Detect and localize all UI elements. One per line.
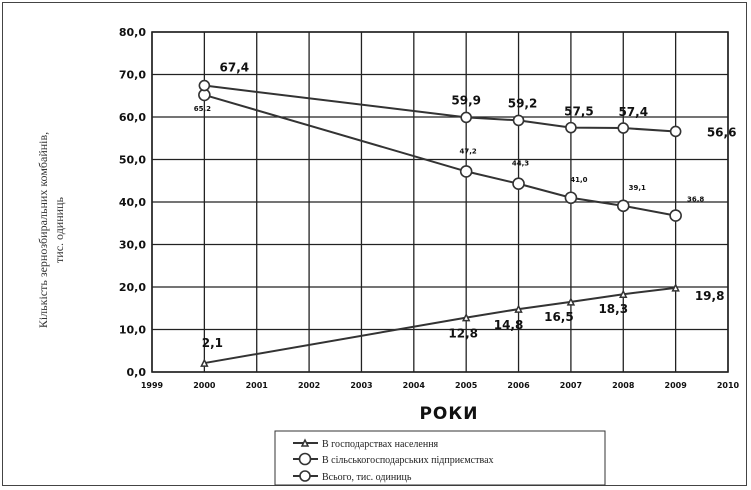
- plot-border: [151, 31, 729, 373]
- legend-label-2: В сільськогосподарських підприємствах: [322, 455, 494, 466]
- series-3-point: [198, 79, 211, 92]
- legend-label-1: В господарствах населення: [322, 439, 439, 450]
- tick-labels: 0,0 10,0 20,0 30,0 40,0 50,0 60,0 70,0 80,0 1999 2…: [119, 26, 740, 390]
- x-tick-label: 2000: [193, 381, 216, 390]
- data-label: 12,8: [448, 327, 478, 341]
- data-label: 41,0: [570, 176, 587, 184]
- data-label: 65,2: [194, 105, 211, 113]
- series-line-2: [204, 93, 676, 217]
- x-tick-label: 2002: [298, 381, 320, 390]
- data-label: 19,8: [695, 289, 725, 303]
- series-1-point: [200, 358, 209, 367]
- series-3-point: [460, 111, 472, 124]
- data-label: 14,8: [494, 318, 524, 332]
- series-1-point: [566, 297, 576, 306]
- series-3-point: [669, 125, 682, 138]
- legend-marker-1: [300, 438, 310, 447]
- y-tick-label: 20,0: [119, 281, 146, 294]
- x-tick-label: 2005: [455, 381, 478, 390]
- data-label: 67,4: [220, 61, 250, 75]
- series-2-point: [669, 209, 682, 222]
- series-line-3: [204, 84, 676, 133]
- data-label: 47,2: [460, 147, 477, 155]
- data-label: 59,9: [451, 93, 481, 107]
- grid: [151, 31, 729, 373]
- y-tick-label: 60,0: [119, 111, 146, 124]
- y-tick-label: 50,0: [119, 154, 146, 167]
- x-tick-label: 2004: [403, 381, 426, 390]
- data-labels: 2,1 12,8 14,8 16,5 18,3 19,8 65,2 47,2 44,3 41,0 3…: [194, 61, 737, 351]
- y-tick-label: 30,0: [119, 239, 146, 252]
- x-tick-label: 2001: [246, 381, 269, 390]
- series-1-point: [671, 283, 680, 292]
- legend: В господарствах населення В сільськогоспо…: [274, 430, 606, 486]
- series-layer: [198, 79, 682, 367]
- series-3-point: [565, 121, 577, 134]
- legend-marker-3: [299, 470, 311, 482]
- data-label: 59,2: [508, 96, 538, 110]
- series-1-point: [619, 289, 628, 298]
- legend-box: [274, 430, 606, 486]
- series-2-point: [616, 199, 630, 213]
- x-tick-label: 1999: [141, 381, 164, 390]
- x-axis-label: РОКИ: [419, 404, 478, 424]
- y-axis-label-line1: Кількість зернозбиральних комбайнів,: [36, 132, 50, 328]
- data-label: 16,5: [544, 310, 574, 324]
- y-tick-label: 80,0: [119, 26, 146, 39]
- x-tick-label: 2006: [507, 381, 530, 390]
- legend-label-3: Всього, тис. одиниць: [322, 472, 412, 483]
- x-tick-label: 2003: [350, 381, 372, 390]
- series-3-point: [617, 122, 630, 134]
- y-axis-label-line2: тис. одиниць: [52, 197, 66, 263]
- series-2-point: [564, 191, 578, 205]
- data-label: 44,3: [512, 160, 529, 168]
- series-2-point: [459, 165, 473, 178]
- data-label: 56,6: [707, 125, 737, 139]
- data-label: 18,3: [598, 302, 628, 316]
- data-label: 2,1: [202, 336, 223, 350]
- y-tick-label: 70,0: [119, 69, 146, 82]
- series-1-point: [461, 312, 471, 322]
- y-tick-label: 10,0: [119, 324, 146, 337]
- y-tick-label: 0,0: [127, 366, 147, 379]
- data-label: 39,1: [629, 184, 646, 192]
- data-label: 36,8: [687, 196, 704, 204]
- series-3-point: [512, 114, 525, 127]
- x-tick-label: 2009: [665, 381, 688, 390]
- series-line-1: [204, 286, 676, 365]
- y-tick-label: 40,0: [119, 196, 146, 209]
- x-tick-label: 2008: [612, 381, 635, 390]
- data-label: 57,4: [618, 105, 648, 119]
- series-2-point: [512, 177, 525, 191]
- legend-marker-2: [298, 452, 312, 466]
- x-tick-label: 2010: [717, 381, 740, 390]
- x-tick-label: 2007: [560, 381, 582, 390]
- data-label: 57,5: [564, 105, 594, 119]
- series-1-point: [514, 304, 523, 313]
